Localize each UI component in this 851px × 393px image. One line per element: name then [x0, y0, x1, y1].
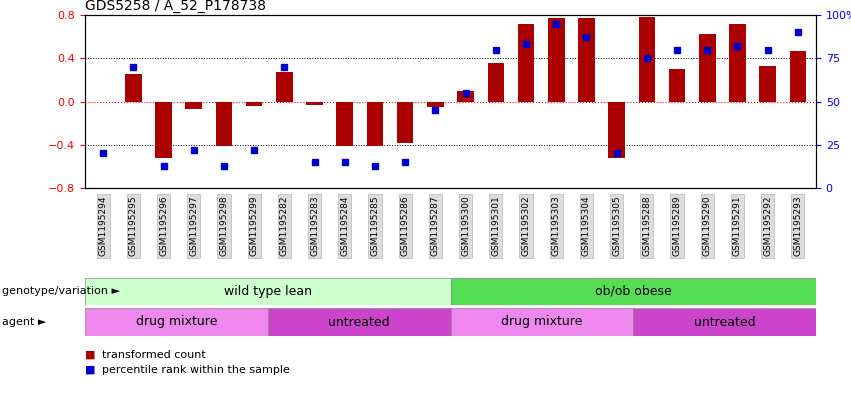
Bar [125, 74, 141, 101]
Text: untreated: untreated [694, 316, 756, 329]
Text: untreated: untreated [328, 316, 390, 329]
Bar [397, 101, 414, 143]
Bar [186, 101, 202, 109]
Bar [699, 35, 716, 101]
Text: wild type lean: wild type lean [224, 285, 311, 298]
Bar [633, 308, 816, 336]
Text: drug mixture: drug mixture [501, 316, 583, 329]
Text: agent ►: agent ► [2, 317, 46, 327]
Text: ■: ■ [85, 365, 95, 375]
Bar [246, 101, 262, 106]
Bar [790, 51, 806, 101]
Bar [669, 69, 685, 101]
Bar [450, 308, 633, 336]
Text: percentile rank within the sample: percentile rank within the sample [102, 365, 290, 375]
Bar [336, 101, 353, 146]
Text: ob/ob obese: ob/ob obese [595, 285, 671, 298]
Bar [85, 308, 268, 336]
Bar [427, 101, 443, 107]
Bar [578, 18, 595, 101]
Text: transformed count: transformed count [102, 350, 206, 360]
Bar [638, 17, 655, 101]
Bar [367, 101, 383, 146]
Bar [450, 278, 816, 305]
Text: GDS5258 / A_52_P178738: GDS5258 / A_52_P178738 [85, 0, 266, 13]
Bar [729, 24, 745, 101]
Bar [608, 101, 625, 158]
Bar [276, 72, 293, 101]
Bar [548, 18, 564, 101]
Bar [457, 91, 474, 101]
Bar [488, 62, 504, 101]
Bar [268, 308, 450, 336]
Bar [155, 101, 172, 158]
Bar [85, 278, 450, 305]
Text: genotype/variation ►: genotype/variation ► [2, 286, 120, 296]
Bar [759, 66, 776, 101]
Text: drug mixture: drug mixture [135, 316, 217, 329]
Bar [215, 101, 232, 146]
Text: ■: ■ [85, 350, 95, 360]
Bar [517, 24, 534, 101]
Bar [306, 101, 323, 105]
